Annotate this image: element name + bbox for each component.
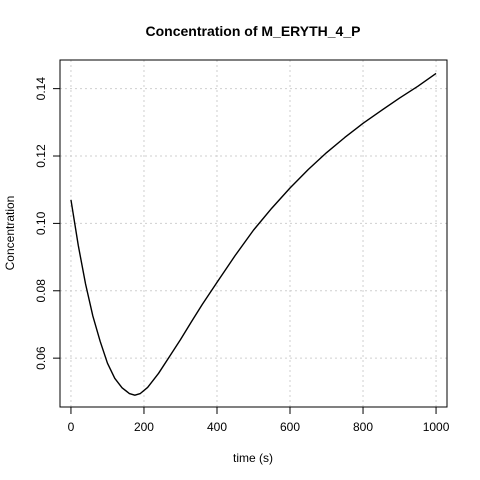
concentration-line [70,72,437,396]
y-tick-label: 0.08 [34,279,48,303]
x-axis-label: time (s) [233,451,273,465]
y-tick-label: 0.10 [34,211,48,235]
x-tick-label: 200 [134,420,154,434]
x-tick-label: 1000 [423,420,450,434]
x-tick-label: 800 [353,420,373,434]
y-axis: 0.06 0.08 0.10 0.12 0.14 [34,77,60,370]
y-axis-label: Concentration [3,196,17,271]
x-axis: 0 200 400 600 800 1000 [68,407,450,434]
plot-frame [59,59,448,408]
y-tick-label: 0.06 [34,346,48,370]
x-tick-label: 600 [280,420,300,434]
y-tick-label: 0.14 [34,77,48,101]
x-tick-label: 400 [207,420,227,434]
chart-title: Concentration of M_ERYTH_4_P [146,23,361,39]
series-layer [70,72,437,396]
x-tick-label: 0 [68,420,75,434]
y-tick-label: 0.12 [34,144,48,168]
